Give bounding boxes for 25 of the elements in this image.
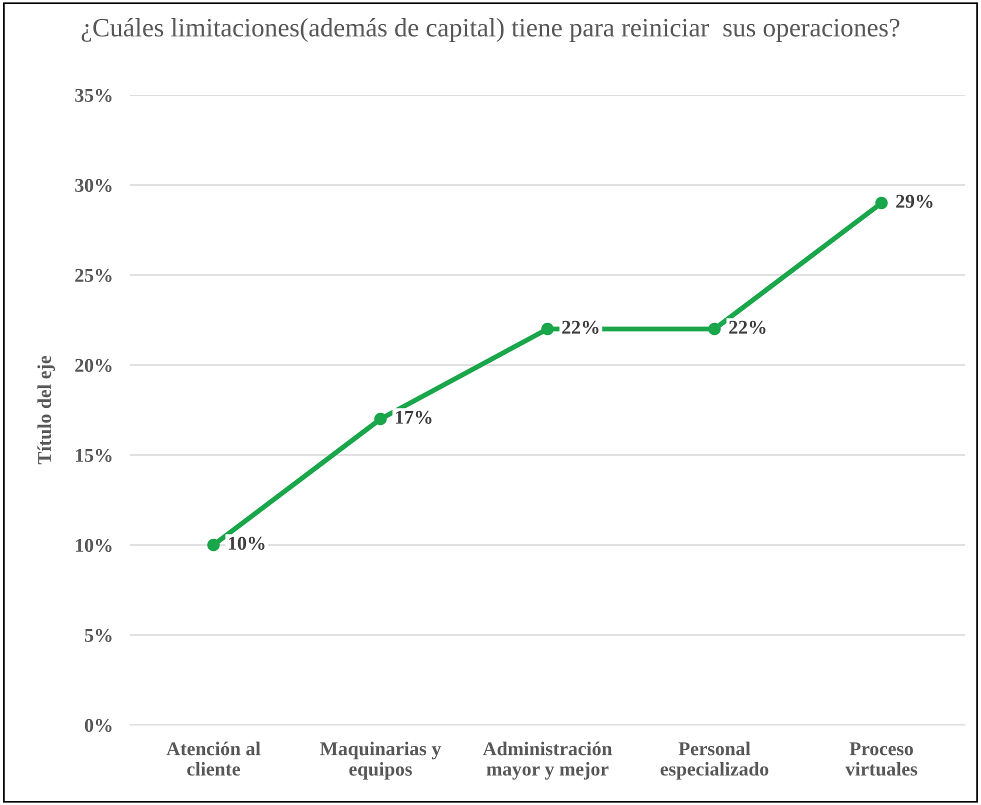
data-label: 17% xyxy=(396,410,432,424)
y-tick-label: 10% xyxy=(76,538,112,552)
y-tick-label: 15% xyxy=(76,448,112,462)
y-axis-title: Título del eje xyxy=(37,356,55,464)
y-tick-label: 25% xyxy=(75,268,112,282)
point xyxy=(708,322,721,336)
y-tick-label: 5% xyxy=(84,628,112,642)
x-tick-label: Proceso virtuales xyxy=(845,742,918,776)
y-tick-label: 35% xyxy=(75,88,112,102)
chart-title: ¿Cuáles limitaciones(además de capital) tiene para reiniciar sus operaciones? xyxy=(82,18,900,42)
data-label: 22% xyxy=(562,320,598,334)
x-tick-label: Atención al cliente xyxy=(166,742,260,776)
data-label: 10% xyxy=(228,536,264,550)
x-tick-label: Administración mayor y mejor xyxy=(482,742,612,780)
point xyxy=(207,538,220,552)
x-tick-label: Personal especializado xyxy=(660,742,768,780)
point xyxy=(374,412,387,426)
data-label: 22% xyxy=(729,320,766,334)
point xyxy=(875,196,888,210)
x-tick-label: Maquinarias y equipos xyxy=(320,742,442,780)
y-tick-label: 30% xyxy=(75,178,112,192)
point xyxy=(541,322,554,336)
data-label: 29% xyxy=(896,194,932,208)
y-tick-label: 0% xyxy=(84,718,112,732)
y-tick-label: 20% xyxy=(75,358,112,372)
